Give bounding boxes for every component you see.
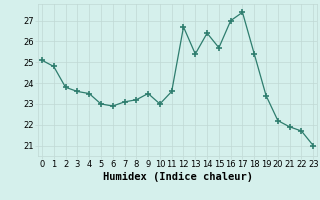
X-axis label: Humidex (Indice chaleur): Humidex (Indice chaleur) — [103, 172, 252, 182]
